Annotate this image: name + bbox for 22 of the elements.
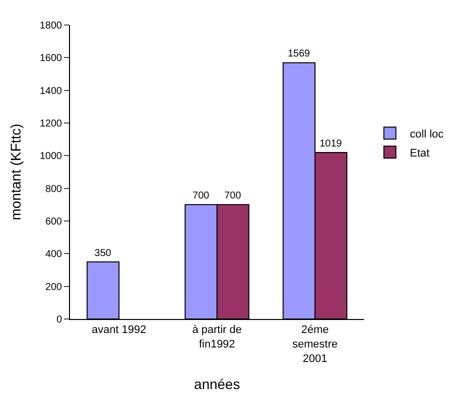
y-tick-label: 1600 [40, 53, 62, 64]
x-axis-title: années [194, 376, 240, 392]
data-label: 1019 [320, 138, 342, 150]
y-tick-label: 600 [45, 216, 62, 228]
y-tick-label: 1800 [40, 20, 62, 32]
y-tick-label: 1000 [40, 151, 62, 162]
y-tick-label: 200 [45, 282, 62, 293]
data-label: 700 [224, 190, 242, 202]
x-tick-label: 2éme semestre 2001 [292, 324, 338, 365]
data-label: 1569 [288, 48, 310, 60]
x-tick-label: avant 1992 [92, 324, 146, 336]
y-tick-label: 400 [45, 249, 62, 260]
y-tick-label: 0 [56, 314, 62, 326]
x-tick-label: à partir de fin1992 [192, 324, 242, 350]
data-label: 350 [94, 248, 112, 259]
y-tick-label: 1400 [40, 86, 62, 97]
legend-label: Etat [410, 147, 430, 160]
y-axis-title: montant (KFttc) [7, 124, 24, 220]
y-tick-label: 800 [45, 184, 62, 195]
legend-label: coll loc [410, 128, 444, 140]
y-tick-label: 1200 [40, 118, 62, 130]
data-label: 700 [192, 190, 210, 202]
